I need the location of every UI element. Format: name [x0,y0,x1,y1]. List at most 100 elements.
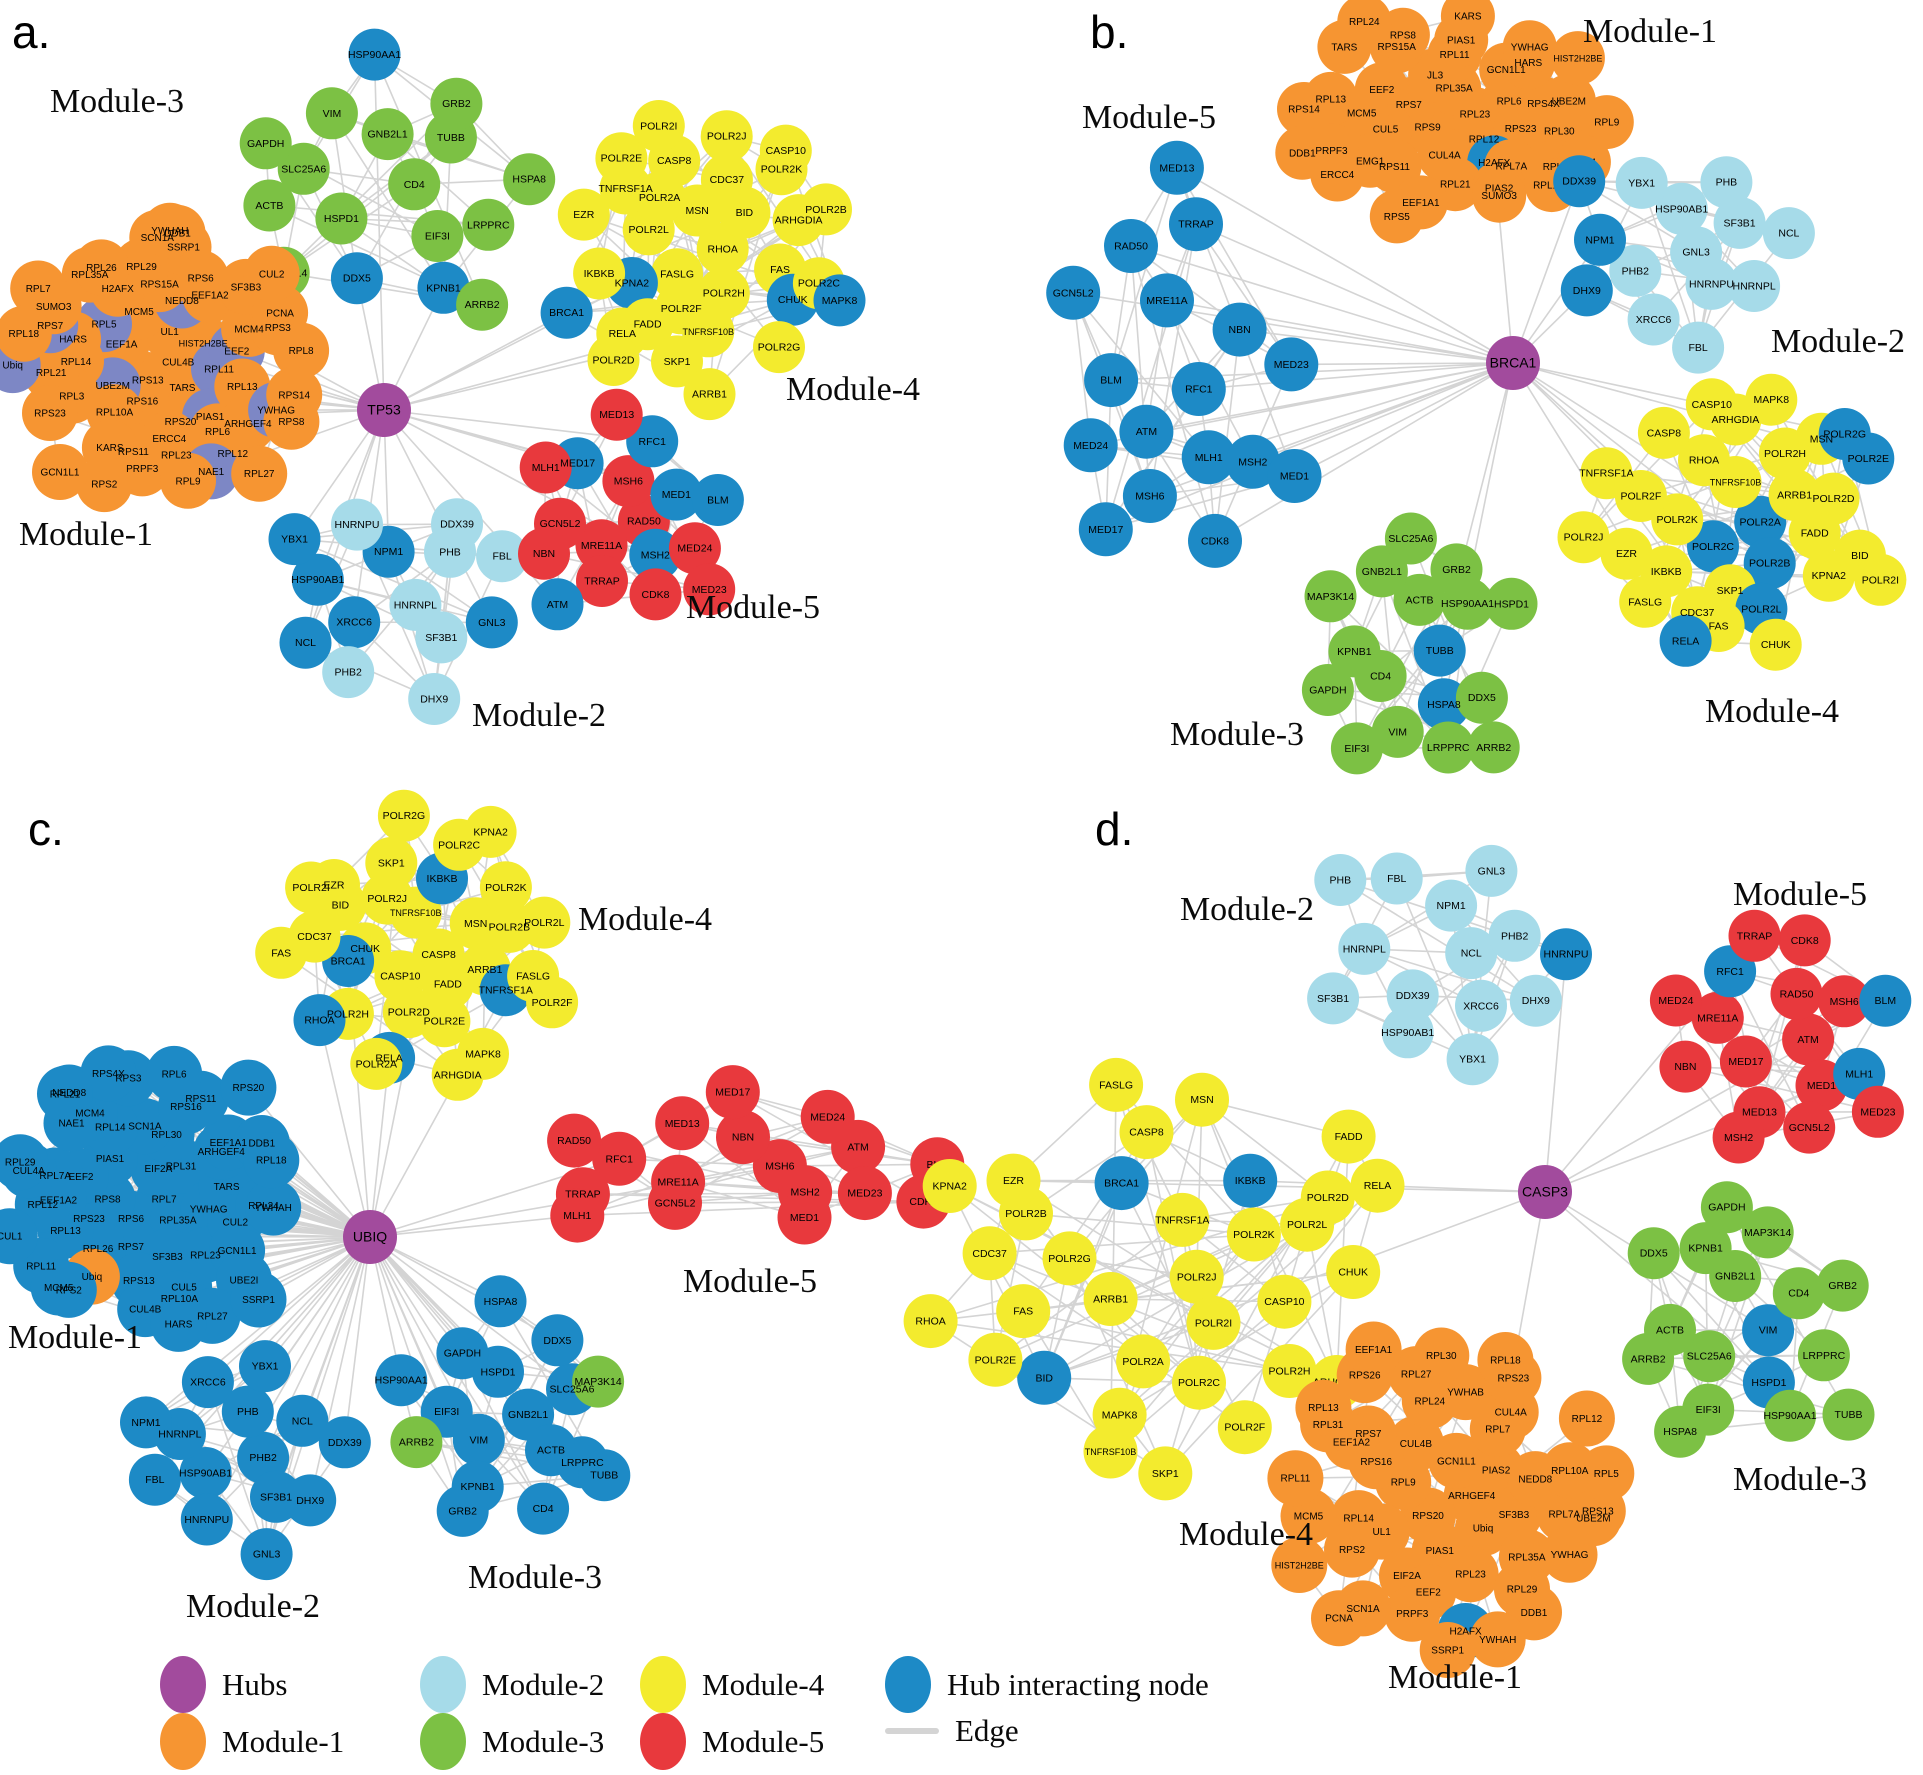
node-xrcc6[interactable] [1627,293,1680,346]
node-actb[interactable] [243,179,296,232]
node-polr2e[interactable] [595,132,648,185]
node-rhoa[interactable] [1678,434,1730,487]
node-rela[interactable] [1350,1158,1405,1213]
node-slc25a6[interactable] [277,142,330,195]
node-ddx5[interactable] [531,1314,584,1367]
node-dhx9[interactable] [1509,974,1562,1027]
node-blm[interactable] [691,474,744,526]
node-rpl27[interactable] [231,445,288,502]
node-dhx9[interactable] [284,1474,337,1527]
node-rad50[interactable] [547,1113,602,1168]
node-med17[interactable] [1078,502,1133,557]
node-msh2[interactable] [1712,1111,1765,1164]
node-eif3i[interactable] [1330,722,1383,775]
node-med1[interactable] [650,468,703,521]
node-faslg[interactable] [1089,1057,1144,1112]
node-hsp90ab1[interactable] [179,1447,232,1499]
node-gnb2l1[interactable] [361,108,414,161]
node-xrcc6[interactable] [181,1356,234,1409]
node-prpf3[interactable] [1384,1585,1441,1642]
node-cul2[interactable] [243,245,300,302]
node-skp1[interactable] [1138,1446,1193,1501]
node-brca1[interactable] [1094,1156,1149,1211]
node-med13[interactable] [655,1096,710,1151]
node-hspd1[interactable] [1485,577,1538,630]
node-hsp90aa1[interactable] [348,28,401,81]
node-grb2[interactable] [436,1484,489,1537]
node-skp1[interactable] [651,335,703,388]
node-cdk8[interactable] [1188,513,1242,568]
node-ube2m[interactable] [1565,1490,1622,1547]
node-polr2g[interactable] [1042,1231,1097,1286]
node-hnrnpu[interactable] [1540,928,1592,981]
node-polr2i[interactable] [632,100,685,152]
node-polr2b[interactable] [1743,537,1796,590]
hub-node-brca1[interactable] [1486,336,1540,390]
node-hist2h2be[interactable] [1271,1537,1328,1593]
node-mcm5[interactable] [30,1259,87,1316]
node-ssrp1[interactable] [230,1271,287,1328]
node-vim[interactable] [305,87,358,140]
node-hsp90ab1[interactable] [1381,1006,1434,1059]
node-polr2f[interactable] [526,976,579,1029]
node-med23[interactable] [837,1166,892,1221]
node-phb2[interactable] [237,1431,290,1484]
node-arhgdia[interactable] [431,1048,484,1101]
node-cdc37[interactable] [700,153,753,206]
node-rpl13[interactable] [1295,1379,1352,1436]
hub-node-tp53[interactable] [357,383,411,437]
node-arrb2[interactable] [390,1416,443,1469]
node-gnl3[interactable] [465,596,518,649]
node-fbl[interactable] [476,530,529,583]
node-nbn[interactable] [518,527,570,580]
node-tnfrsf1a[interactable] [1580,447,1633,500]
node-sf3b1[interactable] [1713,196,1766,249]
node-mapk8[interactable] [813,274,866,327]
node-polr2e[interactable] [418,995,471,1048]
node-rhoa[interactable] [903,1294,958,1349]
node-map3k14[interactable] [572,1355,625,1408]
node-gapdh[interactable] [436,1327,489,1380]
node-polr2i[interactable] [1854,553,1907,606]
node-med13[interactable] [1149,140,1204,195]
node-gcn1l1[interactable] [32,444,88,500]
node-casp10[interactable] [1257,1274,1312,1329]
node-ybx1[interactable] [239,1340,291,1393]
node-gapdh[interactable] [239,117,292,170]
node-polr2d[interactable] [587,334,640,386]
node-brca1[interactable] [540,286,593,339]
node-cdk8[interactable] [629,568,682,621]
node-rpl9[interactable] [160,452,216,509]
node-skp1[interactable] [365,837,418,889]
node-polr2g[interactable] [377,789,430,842]
node-gnl3[interactable] [240,1528,293,1581]
node-rps20[interactable] [220,1059,277,1116]
node-rpl5[interactable] [1578,1445,1635,1502]
node-ssrp1[interactable] [1419,1622,1476,1678]
node-rpl24[interactable] [1337,0,1392,49]
node-polr2k[interactable] [1226,1207,1281,1262]
node-fas[interactable] [255,926,308,979]
node-polr2d[interactable] [1807,472,1860,525]
node-bid[interactable] [1017,1350,1072,1405]
node-slc25a6[interactable] [1683,1330,1736,1383]
node-atm[interactable] [531,578,584,631]
node-rpl8[interactable] [273,322,330,379]
node-polr2l[interactable] [518,896,571,949]
node-tnfrsf10b[interactable] [1083,1424,1138,1479]
node-fbl[interactable] [1672,321,1725,374]
node-hsp90aa1[interactable] [1764,1389,1816,1442]
node-sf3b1[interactable] [415,611,468,664]
node-ikbkb[interactable] [1223,1153,1278,1208]
node-phb[interactable] [1700,156,1753,209]
node-blm[interactable] [1084,353,1139,408]
node-med24[interactable] [668,522,721,575]
node-hspa8[interactable] [1654,1405,1707,1458]
node-trrap[interactable] [576,555,628,607]
node-msh2[interactable] [629,528,682,581]
node-phb[interactable] [1314,854,1367,906]
node-chuk[interactable] [1749,618,1802,671]
node-npm1[interactable] [1574,213,1626,266]
node-vim[interactable] [1371,705,1424,758]
node-ywhag[interactable] [1502,20,1557,75]
